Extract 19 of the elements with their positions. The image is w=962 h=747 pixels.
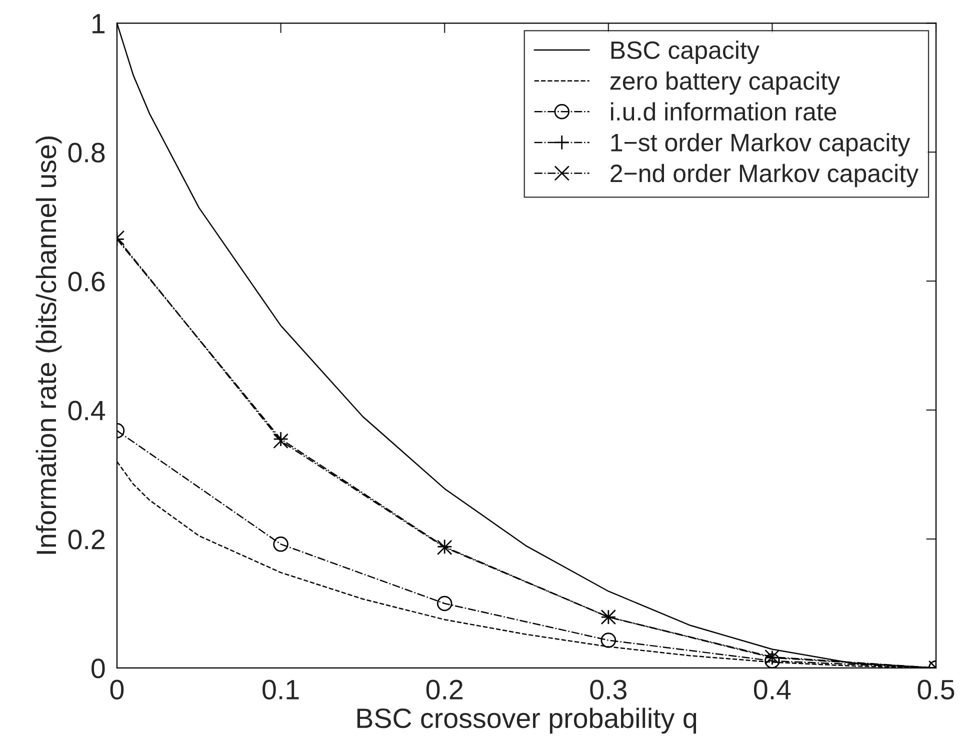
x-tick-label: 0 [110,680,124,700]
legend-label: zero battery capacity [610,71,840,95]
y-tick-label: 1 [92,14,105,34]
x-axis-title: BSC crossover probability q [357,708,696,734]
y-tick-label: 0.6 [68,272,105,292]
x-tick-label: 0.2 [426,680,463,700]
x-tick-label: 0.1 [262,680,299,700]
y-axis-title: Information rate (bits/channel use) [36,136,62,554]
x-tick-label: 0.4 [754,680,791,700]
y-tick-label: 0.4 [68,400,106,420]
y-tick-label: 0 [92,658,105,678]
x-tick-label: 0.3 [590,680,626,700]
legend-label: 1−st order Markov capacity [611,133,910,156]
legend-label: i.u.d information rate [611,102,836,121]
x-tick-label: 0.5 [918,680,954,700]
legend-label: BSC capacity [611,40,760,64]
legend-label: 2−nd order Markov capacity [610,164,918,188]
y-tick-label: 0.8 [68,142,105,162]
y-tick-label: 0.2 [68,530,104,550]
